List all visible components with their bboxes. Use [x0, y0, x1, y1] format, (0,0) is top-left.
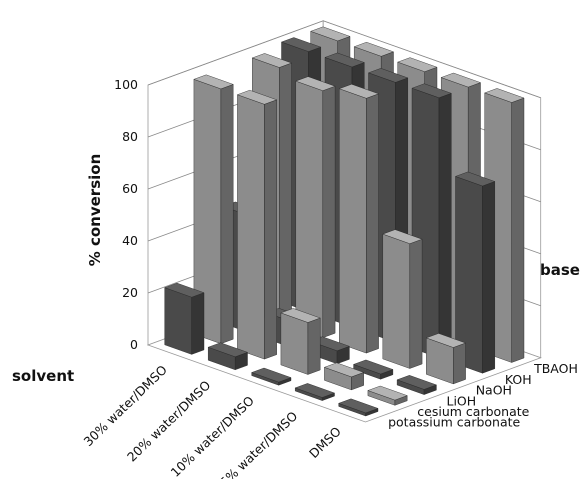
y-tick-label: potassium carbonate [388, 415, 520, 430]
bar [425, 333, 467, 385]
bar [396, 375, 437, 395]
bar [164, 282, 205, 355]
x-axis-title: solvent [12, 367, 74, 385]
bar [236, 89, 278, 360]
z-tick-label: 40 [122, 233, 138, 248]
bar [193, 74, 234, 344]
bar [295, 76, 336, 338]
z-tick-label: 60 [122, 181, 138, 196]
bar [338, 398, 379, 417]
y-tick-label: cesium carbonate [417, 404, 529, 419]
y-tick-label: NaOH [476, 383, 512, 398]
y-tick-label: TBAOH [533, 361, 578, 376]
bar [251, 367, 292, 386]
bar [454, 171, 496, 374]
z-tick-label: 20 [122, 285, 138, 300]
y-tick-label: KOH [505, 372, 532, 387]
gridline [147, 20, 541, 99]
z-tick-label: 80 [122, 129, 138, 144]
x-tick-label: DMSO [306, 424, 344, 461]
bar [294, 383, 336, 401]
bar [280, 308, 321, 375]
bar [367, 385, 408, 406]
y-tick-label: LiOH [447, 393, 477, 408]
z-tick-label: 100 [114, 77, 138, 92]
z-tick-label: 0 [130, 337, 138, 352]
bar [382, 229, 423, 369]
bar [353, 359, 394, 380]
bar [323, 362, 365, 391]
z-axis-title: % conversion [86, 154, 104, 267]
bar [207, 342, 249, 371]
bar [338, 83, 380, 354]
bar-group [164, 26, 525, 417]
y-axis-title: base [540, 261, 580, 279]
